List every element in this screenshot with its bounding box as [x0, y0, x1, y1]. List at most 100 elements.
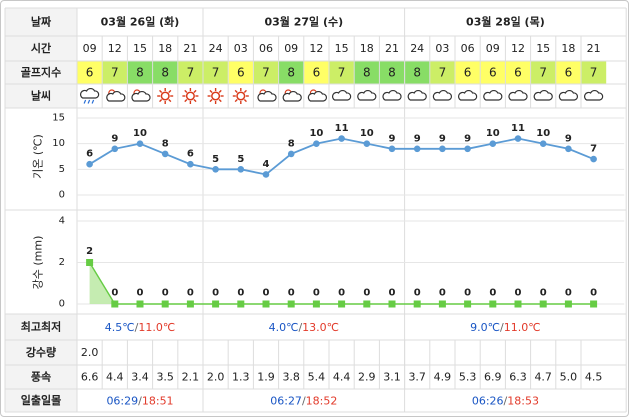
- rain-data-label: 0: [590, 288, 597, 299]
- rain-point: [539, 300, 547, 308]
- temp-point: [237, 166, 245, 173]
- hour-label: 24: [209, 42, 223, 55]
- rain-data-label: 0: [489, 288, 496, 299]
- rain-data-label: 0: [338, 288, 345, 299]
- rain-point: [438, 300, 446, 308]
- sunrise-sunset-value: 06:29/18:51: [106, 394, 173, 407]
- golf-index-value: 8: [287, 66, 295, 80]
- golf-index-cell: [354, 61, 380, 84]
- temp-axis-label: 기온 (℃): [32, 134, 45, 179]
- temp-point: [539, 140, 547, 147]
- golf-index-cell: [581, 61, 607, 84]
- temp-data-label: 10: [486, 128, 500, 139]
- cloud-icon: [533, 89, 553, 101]
- wind-value: 6.9: [484, 371, 502, 384]
- golf-index-cell: [177, 61, 203, 84]
- rain-point: [413, 300, 421, 308]
- sun-cloud-icon: [282, 89, 302, 102]
- rain-point: [338, 300, 346, 308]
- wind-value: 3.8: [282, 371, 300, 384]
- row-label-time: 시간: [31, 41, 51, 55]
- cloud-icon: [332, 89, 352, 101]
- rain-data-label: 0: [187, 288, 194, 299]
- temp-point: [565, 145, 572, 153]
- golf-index-cell: [253, 61, 279, 84]
- golf-index-value: 6: [237, 66, 245, 80]
- temp-tick-label: 0: [59, 190, 65, 201]
- high-low-value: 4.5℃/11.0℃: [105, 321, 175, 334]
- rain-point: [262, 300, 270, 308]
- temp-data-label: 9: [439, 133, 446, 144]
- temp-data-label: 6: [187, 149, 194, 160]
- golf-index-value: 7: [338, 66, 346, 80]
- rain-axis-label: 강수 (mm): [32, 236, 45, 290]
- temp-tick-label: 10: [52, 138, 65, 149]
- hour-label: 03: [435, 42, 449, 55]
- hour-label: 15: [335, 42, 349, 55]
- wind-value: 6.3: [509, 371, 527, 384]
- golf-index-cell: [127, 61, 153, 84]
- label-column-bg: [5, 314, 77, 412]
- rain-point: [388, 300, 396, 308]
- temp-data-label: 6: [86, 149, 93, 160]
- golf-index-cell: [228, 61, 254, 84]
- high-low-value: 4.0℃/13.0℃: [269, 321, 339, 334]
- golf-index-cell: [303, 61, 329, 84]
- row-label-precip: 강수량: [26, 345, 56, 359]
- golf-index-value: 7: [590, 66, 598, 80]
- golf-index-value: 6: [565, 66, 573, 80]
- golf-index-value: 8: [161, 66, 169, 80]
- wind-value: 2.0: [207, 371, 225, 384]
- hour-label: 15: [133, 42, 147, 55]
- rain-point: [86, 259, 94, 266]
- rain-data-label: 0: [263, 288, 270, 299]
- rain-data-label: 0: [162, 288, 169, 299]
- temp-point: [338, 135, 345, 142]
- golf-index-value: 7: [111, 66, 119, 80]
- wind-value: 3.1: [383, 371, 401, 384]
- sun-cloud-icon: [131, 89, 151, 102]
- cloud-icon: [432, 89, 452, 101]
- temp-point: [262, 171, 270, 178]
- hour-label: 12: [108, 42, 122, 55]
- golf-index-cell: [102, 61, 128, 84]
- wind-value: 5.4: [308, 371, 326, 384]
- hour-label: 21: [385, 42, 399, 55]
- golf-index-cell: [505, 61, 531, 84]
- golf-index-cell: [77, 61, 103, 84]
- wind-value: 5.3: [459, 371, 477, 384]
- golf-index-cell: [152, 61, 178, 84]
- temp-tick-label: 5: [59, 164, 65, 175]
- wind-value: 3.5: [156, 371, 174, 384]
- day-header: 03월 28일 (목): [466, 15, 545, 29]
- temp-data-label: 4: [263, 159, 270, 170]
- temp-point: [388, 145, 396, 153]
- wind-value: 1.9: [257, 371, 275, 384]
- cloud-icon: [584, 89, 604, 101]
- golf-index-cell: [379, 61, 405, 84]
- rain-tick-label: 4: [59, 216, 65, 227]
- golf-index-value: 8: [363, 66, 371, 80]
- rain-point: [564, 300, 572, 308]
- sun-icon: [182, 88, 199, 104]
- sun-icon: [207, 88, 224, 104]
- hour-label: 12: [309, 42, 323, 55]
- hour-label: 15: [536, 42, 550, 55]
- sunrise-sunset-value: 06:26/18:53: [472, 394, 539, 407]
- rain-data-label: 0: [111, 288, 118, 299]
- rain-tick-label: 2: [59, 257, 65, 268]
- rain-data-label: 0: [137, 288, 144, 299]
- golf-index-value: 8: [136, 66, 144, 80]
- temp-point: [439, 145, 446, 153]
- hour-label: 12: [511, 42, 525, 55]
- hour-label: 06: [259, 42, 273, 55]
- day-header: 03월 27일 (수): [264, 15, 343, 29]
- golf-index-value: 6: [464, 66, 472, 80]
- cloud-icon: [407, 89, 427, 101]
- temp-data-label: 9: [389, 133, 396, 144]
- temp-data-label: 9: [111, 133, 118, 144]
- rain-data-label: 0: [464, 288, 471, 299]
- golf-index-value: 6: [489, 66, 497, 80]
- golf-index-cell: [429, 61, 455, 84]
